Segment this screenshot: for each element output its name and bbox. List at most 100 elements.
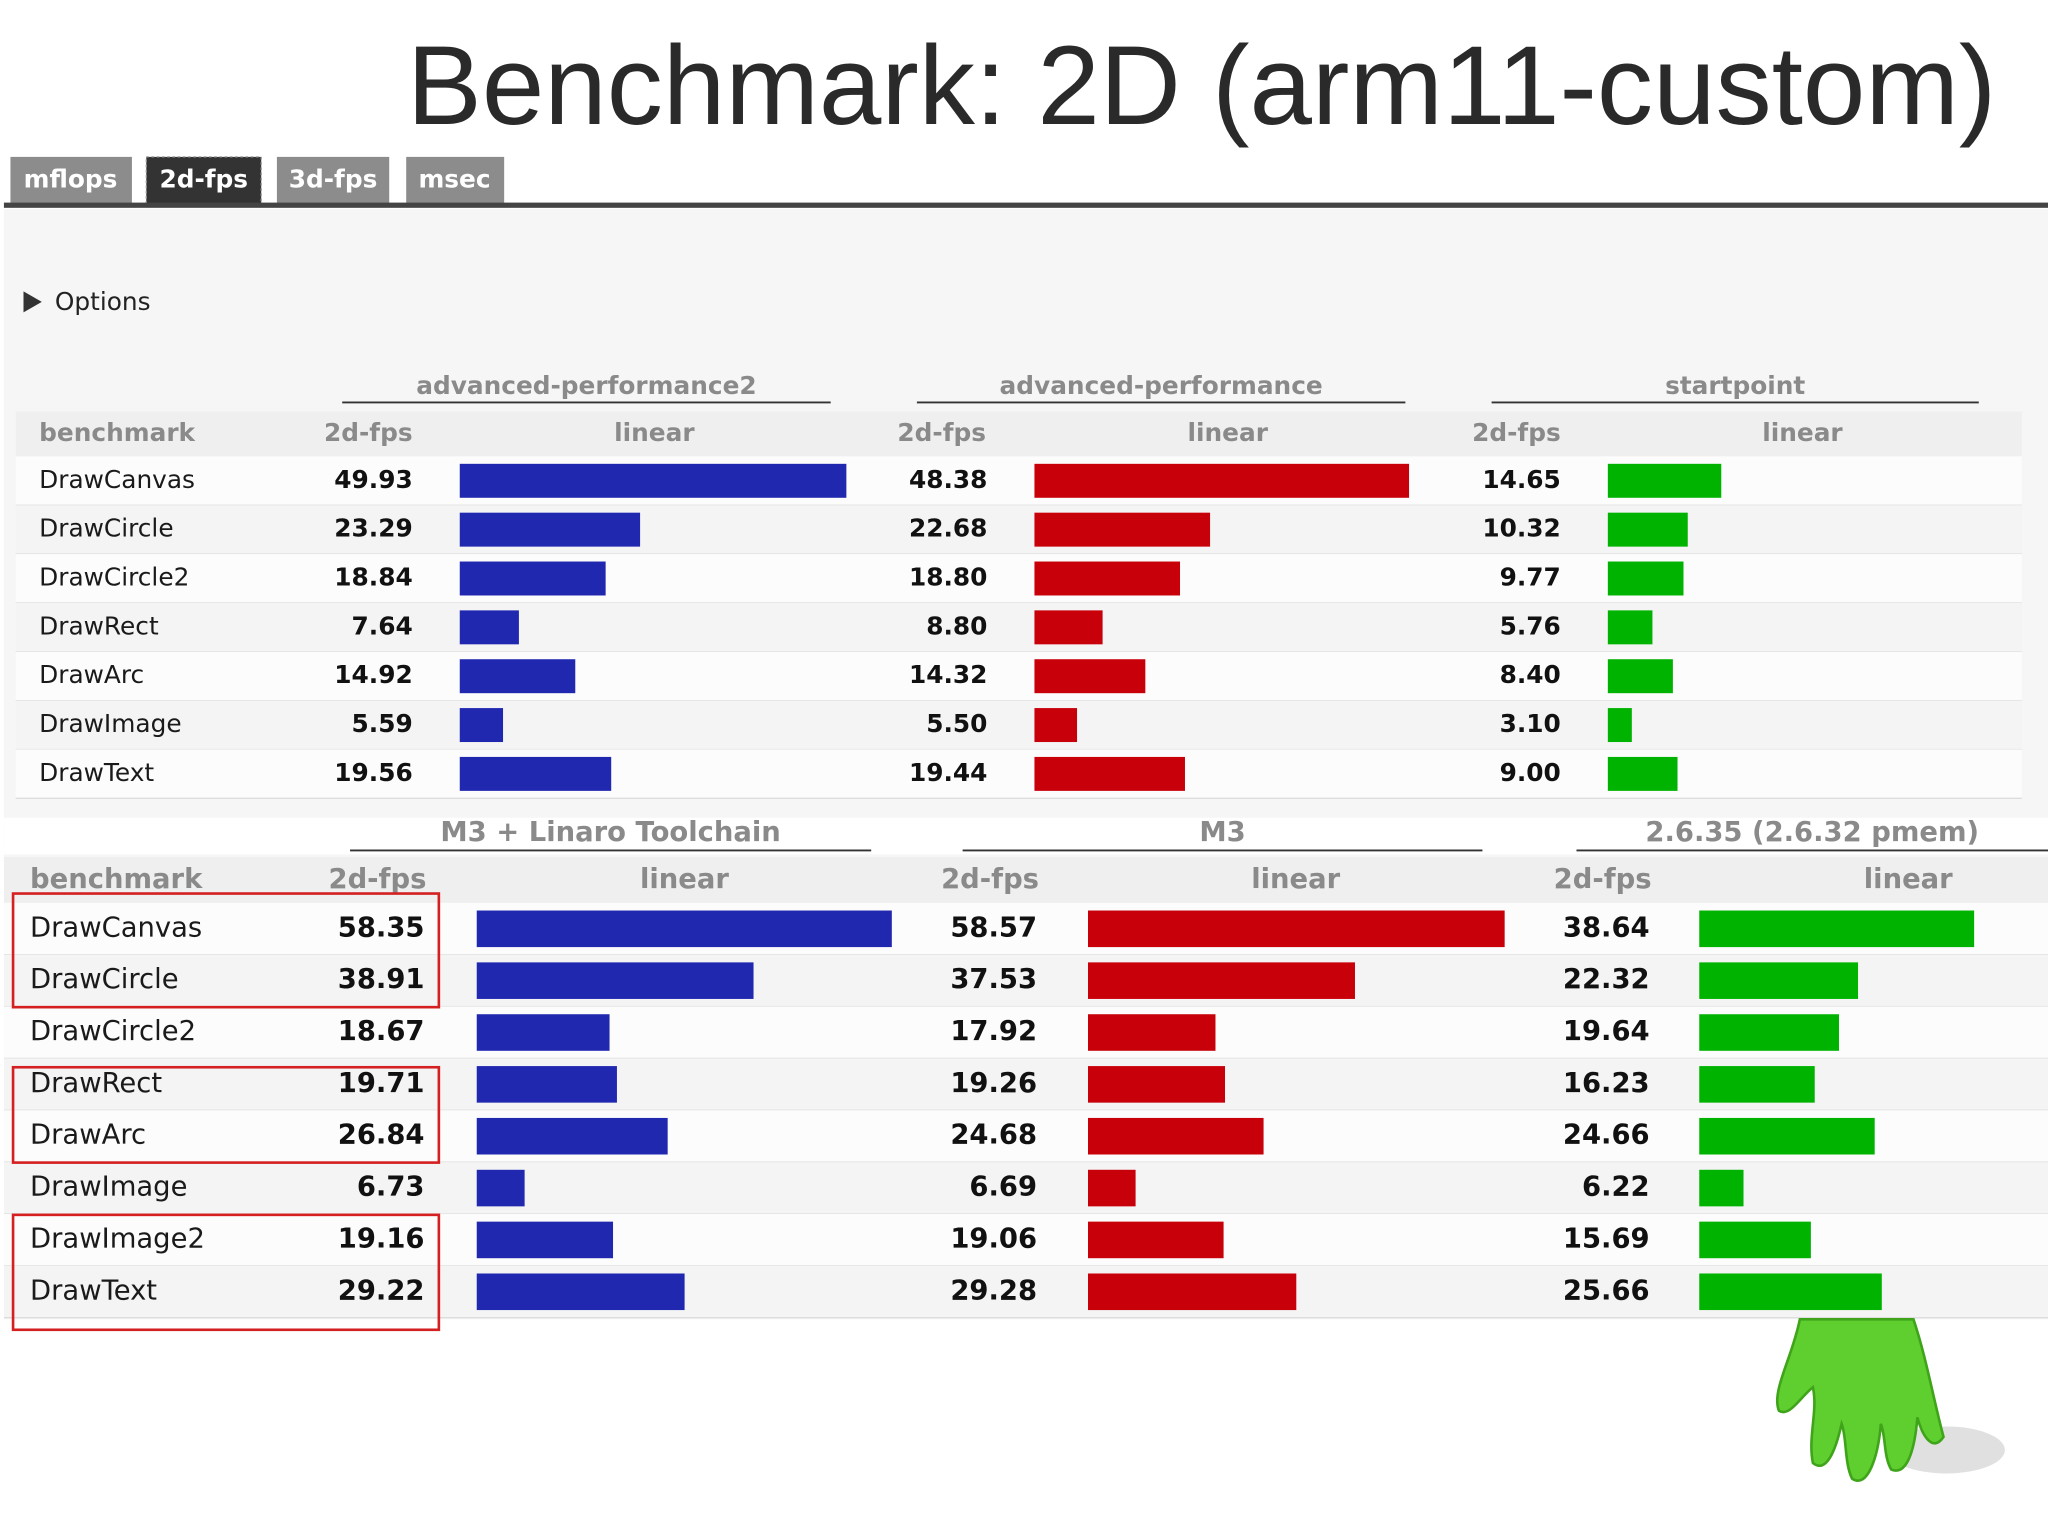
highlight-box [11, 1213, 441, 1332]
bar [1699, 1169, 1744, 1207]
bar [1088, 1117, 1264, 1155]
group-header: advanced-performance2 [416, 371, 756, 400]
benchmark-name: DrawCircle2 [30, 1016, 196, 1047]
bar [476, 1221, 614, 1259]
bar [1699, 910, 1975, 948]
hand-shadow [1887, 1426, 2005, 1474]
fps-value: 17.92 [950, 1016, 1037, 1047]
column-header: 2d-fps [329, 864, 427, 895]
fps-value: 25.66 [1563, 1275, 1650, 1306]
group-header: startpoint [1665, 371, 1805, 400]
fps-value: 8.40 [1500, 660, 1561, 689]
table-row [15, 554, 2022, 603]
fps-value: 29.28 [950, 1275, 1037, 1306]
fps-value: 5.50 [926, 709, 987, 738]
fps-value: 19.64 [1563, 1016, 1650, 1047]
fps-value: 58.57 [950, 912, 1037, 943]
fps-value: 7.64 [352, 611, 413, 640]
table-row [15, 505, 2022, 555]
highlights [11, 892, 441, 1332]
bar [1607, 561, 1684, 596]
benchmark-name: DrawCircle [30, 964, 179, 995]
fps-value: 22.32 [1563, 964, 1650, 995]
group-header: M3 + Linaro Toolchain [440, 817, 780, 848]
fps-value: 38.64 [1563, 912, 1650, 943]
fps-value: 24.66 [1563, 1120, 1650, 1151]
bar [476, 1273, 685, 1311]
fps-value: 37.53 [950, 964, 1037, 995]
bar [476, 1169, 525, 1207]
column-header: linear [1864, 864, 1953, 895]
fps-value: 9.00 [1500, 758, 1561, 787]
options-label[interactable]: Options [55, 287, 151, 316]
tab[interactable] [276, 156, 390, 204]
benchmark-name: DrawArc [30, 1120, 146, 1151]
tab-label[interactable]: 2d-fps [159, 164, 248, 193]
benchmark-name: DrawCanvas [30, 912, 202, 943]
bar [459, 708, 504, 743]
benchmark-name: DrawCircle2 [39, 563, 189, 592]
fps-value: 10.32 [1482, 514, 1560, 543]
fps-value: 9.77 [1500, 563, 1561, 592]
column-header: 2d-fps [1472, 418, 1561, 447]
bar [1034, 756, 1185, 791]
bar [476, 1014, 610, 1051]
options-toggle[interactable] [23, 291, 42, 313]
fps-value: 38.91 [338, 964, 425, 995]
benchmark-name: DrawRect [39, 611, 159, 640]
fps-value: 29.22 [338, 1275, 425, 1306]
benchmark-name: DrawText [30, 1275, 157, 1306]
tab[interactable] [10, 156, 132, 204]
table-row [15, 651, 2022, 701]
fps-value: 14.32 [909, 660, 987, 689]
column-header: 2d-fps [897, 418, 986, 447]
bar [476, 1117, 668, 1155]
tab-rule [3, 202, 2048, 208]
column-header: 2d-fps [324, 418, 413, 447]
bar [1034, 512, 1211, 547]
header-row [15, 411, 2022, 458]
bar [476, 962, 754, 999]
fps-value: 15.69 [1563, 1223, 1650, 1254]
tab-label[interactable]: mflops [24, 164, 118, 193]
fps-value: 14.65 [1482, 465, 1560, 494]
bar [1034, 659, 1146, 694]
bar [1088, 962, 1355, 999]
fps-value: 5.76 [1500, 611, 1561, 640]
bar [1088, 1273, 1297, 1311]
fps-value: 3.10 [1500, 709, 1561, 738]
bar [1088, 1066, 1226, 1103]
column-header: benchmark [30, 864, 203, 895]
bar [1607, 610, 1653, 645]
bar [1088, 1169, 1136, 1207]
tab-label[interactable]: 3d-fps [289, 164, 378, 193]
bar [459, 512, 641, 547]
highlight-box [11, 1065, 441, 1164]
fps-value: 23.29 [334, 514, 412, 543]
fps-value: 24.68 [950, 1120, 1037, 1151]
fps-value: 26.84 [338, 1120, 425, 1151]
bar [459, 756, 612, 791]
table-row [15, 749, 2022, 799]
bar [1699, 1117, 1875, 1155]
column-header: linear [1251, 864, 1340, 895]
bar [1699, 1014, 1839, 1051]
fps-value: 18.67 [338, 1016, 425, 1047]
fps-value: 8.80 [926, 611, 987, 640]
bar [476, 910, 892, 948]
tab[interactable] [406, 156, 505, 204]
group-header: 2.6.35 (2.6.32 pmem) [1645, 817, 1979, 848]
bar [1034, 561, 1181, 596]
fps-value: 58.35 [338, 912, 425, 943]
bar [1699, 1221, 1811, 1259]
tab-label[interactable]: msec [418, 164, 490, 193]
fps-value: 19.56 [334, 758, 412, 787]
table-row [15, 602, 2022, 652]
fps-value: 6.69 [969, 1172, 1037, 1203]
benchmark-name: DrawRect [30, 1068, 162, 1099]
bar [476, 1066, 617, 1103]
table-row [15, 700, 2022, 750]
benchmark-name: DrawCircle [39, 514, 173, 543]
column-header: linear [614, 418, 695, 447]
